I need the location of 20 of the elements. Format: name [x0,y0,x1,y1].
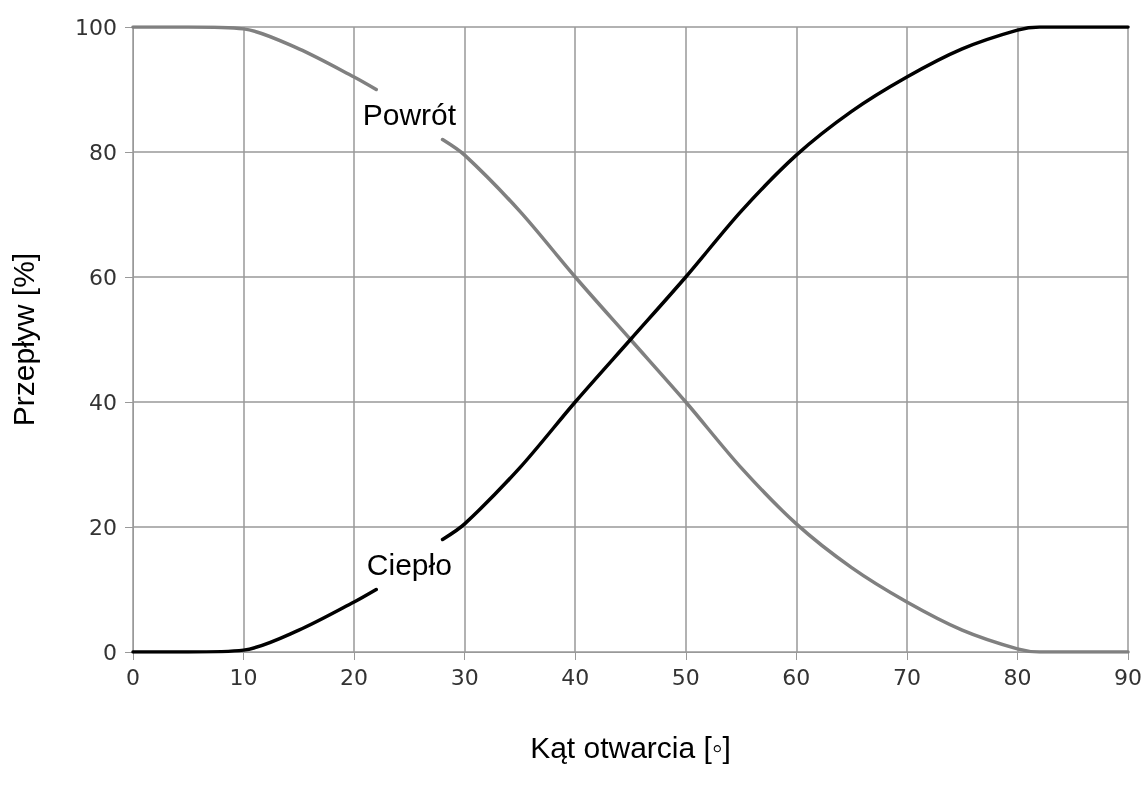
y-tick-label: 20 [89,514,117,540]
x-tick-label: 50 [671,664,700,690]
y-axis-title: Przepływ [%] [6,252,40,427]
x-tick-label: 60 [782,664,811,690]
series-label: Ciepło [366,548,452,581]
x-tick-label: 30 [450,664,479,690]
series-label: Powrót [362,98,457,131]
x-tick-label: 20 [340,664,369,690]
y-tick-label: 100 [75,14,117,40]
y-tick-label: 40 [89,389,117,415]
x-tick-label: 90 [1114,664,1142,690]
x-tick-label: 40 [561,664,590,690]
y-tick-label: 80 [89,139,117,165]
y-tick-label: 0 [103,639,117,665]
x-tick-label: 80 [1003,664,1032,690]
x-tick-label: 0 [126,664,140,690]
x-tick-label: 10 [229,664,258,690]
x-axis-title: Kąt otwarcia [◦] [530,730,731,764]
y-tick-label: 60 [89,264,117,290]
x-tick-label: 70 [892,664,921,690]
